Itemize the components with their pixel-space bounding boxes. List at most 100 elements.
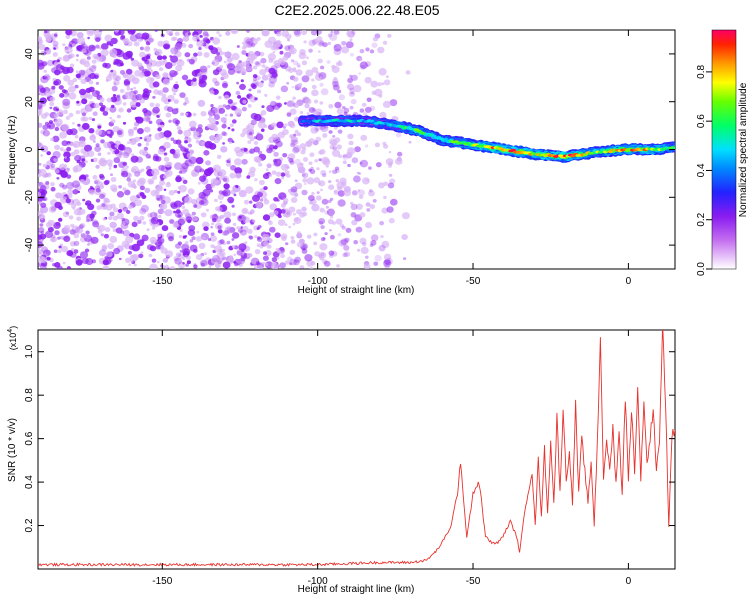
noise-speckle xyxy=(268,173,273,177)
noise-speckle xyxy=(319,101,324,105)
noise-speckle xyxy=(122,121,127,125)
noise-speckle xyxy=(104,107,110,112)
noise-speckle xyxy=(38,227,45,233)
noise-speckle xyxy=(92,219,99,225)
noise-speckle xyxy=(322,42,328,48)
noise-speckle xyxy=(247,211,251,215)
noise-speckle xyxy=(201,142,206,146)
noise-speckle xyxy=(200,111,207,117)
noise-speckle xyxy=(50,163,56,168)
noise-speckle xyxy=(199,34,203,38)
noise-speckle xyxy=(329,229,332,232)
noise-speckle xyxy=(42,198,47,202)
noise-speckle xyxy=(261,64,266,68)
noise-speckle xyxy=(295,69,303,76)
noise-speckle xyxy=(167,106,174,113)
noise-speckle xyxy=(109,43,114,47)
noise-speckle xyxy=(224,217,232,224)
noise-speckle xyxy=(229,172,236,179)
noise-speckle xyxy=(185,194,189,197)
noise-speckle xyxy=(276,199,280,202)
noise-speckle xyxy=(340,238,348,246)
noise-speckle xyxy=(197,51,203,57)
noise-speckle xyxy=(332,169,338,175)
noise-speckle xyxy=(122,187,127,192)
noise-speckle xyxy=(65,115,71,120)
noise-speckle xyxy=(332,84,340,91)
noise-speckle xyxy=(292,139,299,145)
noise-speckle xyxy=(87,150,95,157)
noise-speckle xyxy=(289,47,297,55)
noise-speckle xyxy=(315,71,320,75)
noise-speckle xyxy=(69,241,76,247)
noise-speckle xyxy=(318,181,322,185)
noise-speckle xyxy=(129,254,138,263)
noise-speckle xyxy=(52,40,59,47)
noise-speckle xyxy=(108,167,112,170)
noise-speckle xyxy=(95,128,103,136)
noise-speckle xyxy=(275,95,281,100)
noise-speckle xyxy=(151,226,156,230)
noise-speckle xyxy=(186,58,191,62)
colorbar: 0.0 0.2 0.4 0.6 0.8 Normalized spectral ampl… xyxy=(696,29,749,276)
noise-speckle xyxy=(221,123,227,129)
noise-speckle xyxy=(347,77,353,84)
noise-speckle xyxy=(382,141,387,146)
noise-speckle xyxy=(98,193,105,200)
noise-speckle xyxy=(238,215,242,219)
noise-speckle xyxy=(63,54,70,61)
noise-speckle xyxy=(62,43,66,47)
noise-speckle xyxy=(242,216,250,224)
noise-speckle xyxy=(365,255,369,259)
noise-speckle xyxy=(336,264,340,268)
noise-speckle xyxy=(318,218,326,225)
noise-speckle xyxy=(73,168,78,173)
noise-speckle xyxy=(72,198,80,206)
noise-speckle xyxy=(155,103,161,108)
noise-speckle xyxy=(174,42,182,50)
noise-speckle xyxy=(123,149,131,157)
noise-speckle xyxy=(279,60,286,66)
noise-speckle xyxy=(227,137,233,143)
noise-speckle xyxy=(343,111,348,116)
noise-speckle xyxy=(131,168,137,173)
noise-speckle xyxy=(236,250,243,256)
noise-speckle xyxy=(166,30,173,36)
noise-speckle xyxy=(264,250,272,257)
noise-speckle xyxy=(221,231,228,236)
noise-speckle xyxy=(368,166,372,170)
noise-speckle xyxy=(193,264,198,269)
noise-speckle xyxy=(294,129,299,134)
noise-speckle xyxy=(255,261,261,266)
noise-speckle xyxy=(278,214,282,219)
noise-speckle xyxy=(62,102,71,110)
noise-speckle xyxy=(81,48,87,53)
noise-speckle xyxy=(360,134,368,141)
noise-speckle xyxy=(227,196,235,204)
snr-y-multiplier: (x104) xyxy=(7,326,18,350)
noise-speckle xyxy=(306,177,315,185)
noise-speckle xyxy=(159,204,165,210)
noise-speckle xyxy=(158,214,162,218)
noise-speckle xyxy=(329,33,338,41)
noise-speckle xyxy=(294,179,298,182)
noise-speckle xyxy=(54,118,63,126)
noise-speckle xyxy=(378,245,386,252)
x-tick-label: -150 xyxy=(152,276,172,287)
noise-speckle xyxy=(96,205,102,211)
noise-speckle xyxy=(165,182,171,188)
noise-speckle xyxy=(308,138,315,144)
noise-speckle xyxy=(51,85,56,90)
noise-speckle xyxy=(229,255,233,259)
noise-speckle xyxy=(121,240,130,248)
noise-speckle xyxy=(208,117,217,125)
noise-speckle xyxy=(116,94,121,98)
noise-speckle xyxy=(192,112,197,117)
noise-speckle xyxy=(380,235,384,239)
noise-speckle xyxy=(252,38,256,41)
noise-speckle xyxy=(301,60,308,66)
noise-speckle xyxy=(173,256,179,262)
noise-speckle xyxy=(212,77,218,83)
noise-speckle xyxy=(363,263,371,269)
noise-speckle xyxy=(231,30,236,33)
